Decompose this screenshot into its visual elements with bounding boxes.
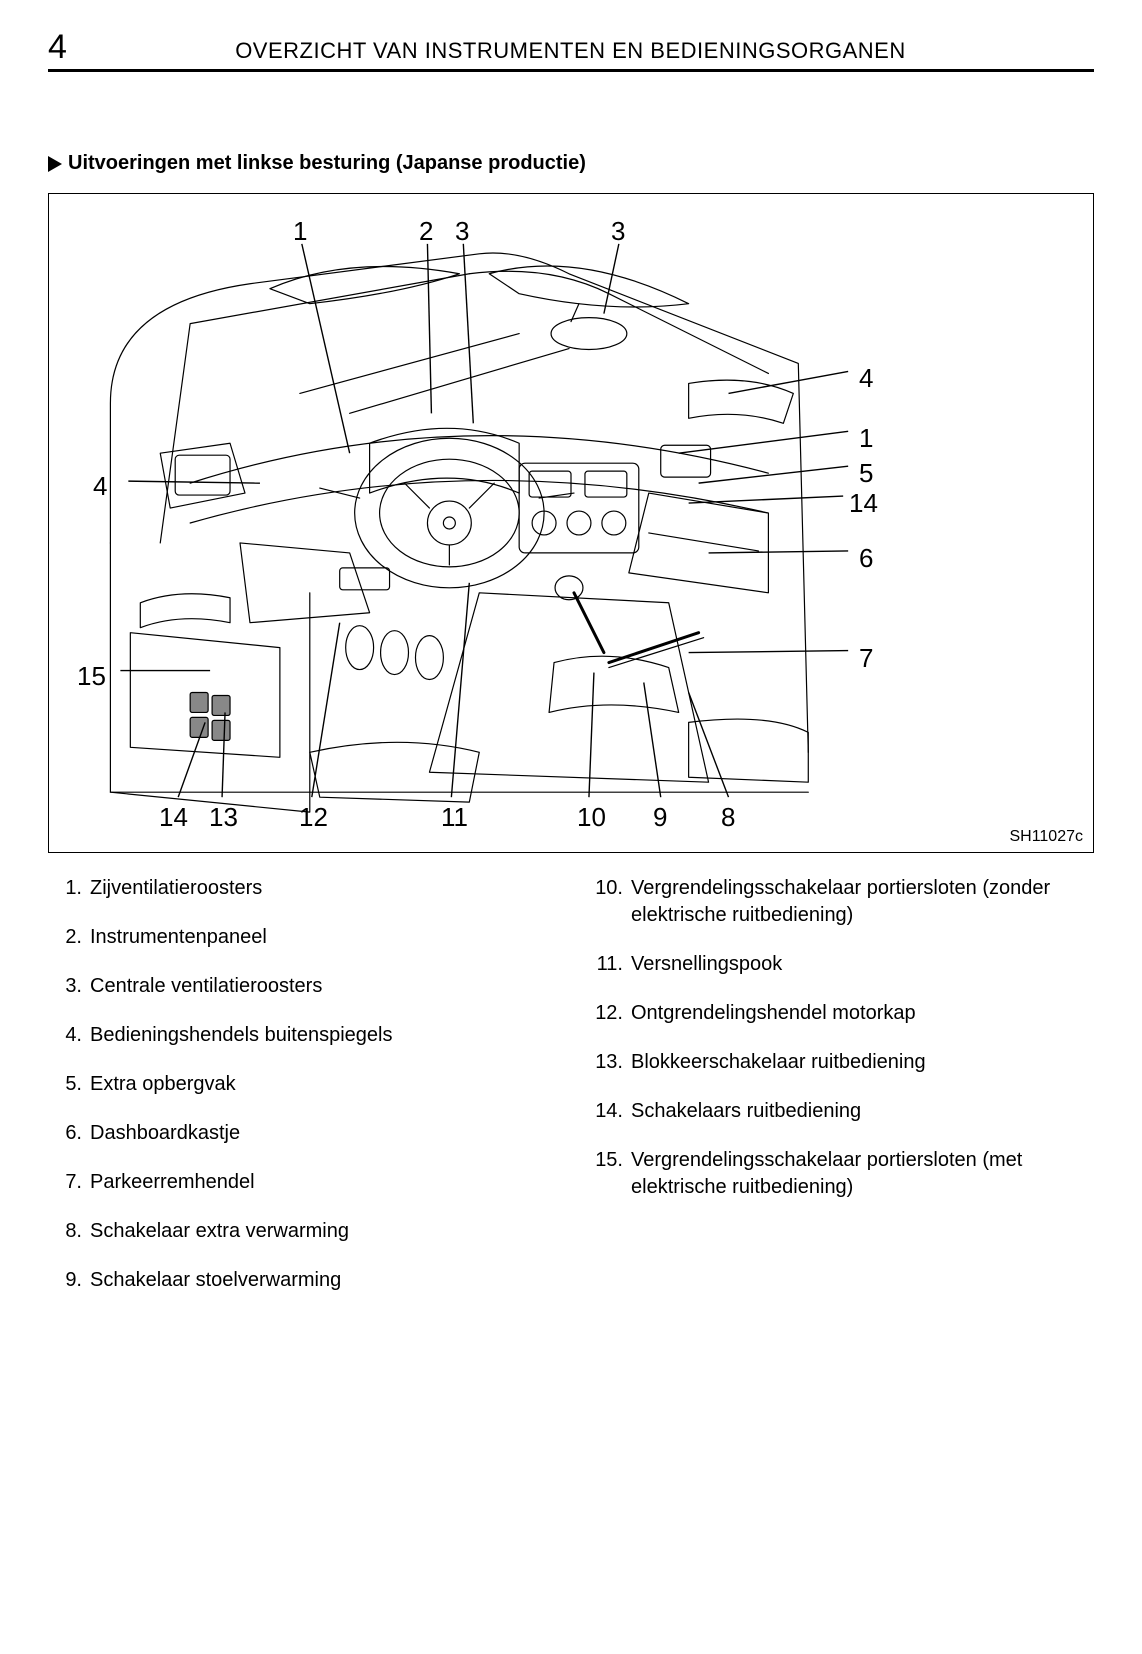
legend-item-text: Bedieningshendels buitenspiegels	[90, 1022, 553, 1049]
legend-item: 7.Parkeerremhendel	[48, 1169, 553, 1196]
legend-column-left: 1.Zijventilatieroosters2.Instrumentenpan…	[48, 875, 553, 1316]
leader-line	[679, 431, 848, 453]
legend-item-number: 8.	[48, 1218, 90, 1245]
legend-item-number: 2.	[48, 924, 90, 951]
legend-item-text: Zijventilatieroosters	[90, 875, 553, 902]
callout-number: 14	[159, 802, 188, 833]
callout-number: 8	[721, 802, 735, 833]
leader-line	[709, 551, 849, 553]
leader-line	[463, 244, 473, 423]
leader-line	[689, 651, 849, 653]
legend-item-number: 13.	[589, 1049, 631, 1076]
legend-item: 9.Schakelaar stoelverwarming	[48, 1267, 553, 1294]
legend-item-text: Vergrendelingsschakelaar portiersloten (…	[631, 1147, 1094, 1201]
page-header: 4 OVERZICHT VAN INSTRUMENTEN EN BEDIENIN…	[48, 28, 1094, 72]
legend-item-text: Extra opbergvak	[90, 1071, 553, 1098]
legend-item: 11.Versnellingspook	[589, 951, 1094, 978]
page: 4 OVERZICHT VAN INSTRUMENTEN EN BEDIENIN…	[0, 0, 1142, 1654]
legend-item: 5.Extra opbergvak	[48, 1071, 553, 1098]
callout-number: 15	[77, 661, 106, 692]
legend-item-text: Centrale ventilatieroosters	[90, 973, 553, 1000]
legend-item: 2.Instrumentenpaneel	[48, 924, 553, 951]
legend-item: 6.Dashboardkastje	[48, 1120, 553, 1147]
callout-number: 1	[293, 216, 307, 247]
legend-item: 8.Schakelaar extra verwarming	[48, 1218, 553, 1245]
leader-line	[128, 481, 260, 483]
dashboard-diagram-svg	[49, 194, 1093, 852]
legend-item-number: 6.	[48, 1120, 90, 1147]
legend-item: 10.Vergrendelingsschakelaar portierslote…	[589, 875, 1094, 929]
callout-number: 9	[653, 802, 667, 833]
legend-item-text: Versnellingspook	[631, 951, 1094, 978]
legend-item-text: Schakelaars ruitbediening	[631, 1098, 1094, 1125]
legend-item: 14.Schakelaars ruitbediening	[589, 1098, 1094, 1125]
leader-line	[451, 583, 469, 797]
leader-line	[699, 466, 849, 483]
callout-number: 12	[299, 802, 328, 833]
legend-item: 4.Bedieningshendels buitenspiegels	[48, 1022, 553, 1049]
callout-number: 6	[859, 543, 873, 574]
callout-number: 5	[859, 458, 873, 489]
callout-number: 11	[441, 802, 468, 833]
header-title: OVERZICHT VAN INSTRUMENTEN EN BEDIENINGS…	[47, 38, 1094, 64]
callout-number: 10	[577, 802, 606, 833]
legend-item-text: Vergrendelingsschakelaar portiersloten (…	[631, 875, 1094, 929]
callout-number: 3	[611, 216, 625, 247]
legend-item-number: 14.	[589, 1098, 631, 1125]
legend-item-number: 3.	[48, 973, 90, 1000]
legend-item-number: 12.	[589, 1000, 631, 1027]
legend-item: 12.Ontgrendelingshendel motorkap	[589, 1000, 1094, 1027]
legend-columns: 1.Zijventilatieroosters2.Instrumentenpan…	[48, 875, 1094, 1316]
callout-number: 14	[849, 488, 878, 519]
callout-number: 13	[209, 802, 238, 833]
leader-line	[689, 496, 844, 503]
legend-item-number: 9.	[48, 1267, 90, 1294]
legend-item-number: 4.	[48, 1022, 90, 1049]
legend-item-number: 10.	[589, 875, 631, 929]
legend-item-number: 7.	[48, 1169, 90, 1196]
callout-number: 2	[419, 216, 433, 247]
figure-reference-code: SH11027c	[1009, 828, 1083, 846]
legend-item: 3.Centrale ventilatieroosters	[48, 973, 553, 1000]
dashboard-diagram-figure: 12334151467415141312111098 SH11027c	[48, 193, 1094, 853]
legend-item-text: Parkeerremhendel	[90, 1169, 553, 1196]
callout-number: 4	[859, 363, 873, 394]
legend-column-right: 10.Vergrendelingsschakelaar portierslote…	[589, 875, 1094, 1316]
legend-item-number: 15.	[589, 1147, 631, 1201]
legend-item: 15.Vergrendelingsschakelaar portierslote…	[589, 1147, 1094, 1201]
callout-number: 1	[859, 423, 873, 454]
legend-item-text: Schakelaar extra verwarming	[90, 1218, 553, 1245]
leader-line	[729, 371, 849, 393]
legend-item-number: 1.	[48, 875, 90, 902]
callout-number: 3	[455, 216, 469, 247]
subheading-text: Uitvoeringen met linkse besturing (Japan…	[68, 152, 586, 175]
legend-item-text: Schakelaar stoelverwarming	[90, 1267, 553, 1294]
leader-line	[302, 244, 350, 453]
triangle-bullet-icon	[48, 156, 62, 172]
callout-number: 4	[93, 471, 107, 502]
legend-item-number: 5.	[48, 1071, 90, 1098]
leader-line	[312, 623, 340, 797]
legend-item-text: Ontgrendelingshendel motorkap	[631, 1000, 1094, 1027]
callout-number: 7	[859, 643, 873, 674]
leader-line	[604, 244, 619, 314]
section-subheading: Uitvoeringen met linkse besturing (Japan…	[48, 152, 1094, 175]
legend-item-text: Dashboardkastje	[90, 1120, 553, 1147]
legend-item-text: Blokkeerschakelaar ruitbediening	[631, 1049, 1094, 1076]
legend-item-number: 11.	[589, 951, 631, 978]
legend-item: 13.Blokkeerschakelaar ruitbediening	[589, 1049, 1094, 1076]
legend-item-text: Instrumentenpaneel	[90, 924, 553, 951]
legend-item: 1.Zijventilatieroosters	[48, 875, 553, 902]
